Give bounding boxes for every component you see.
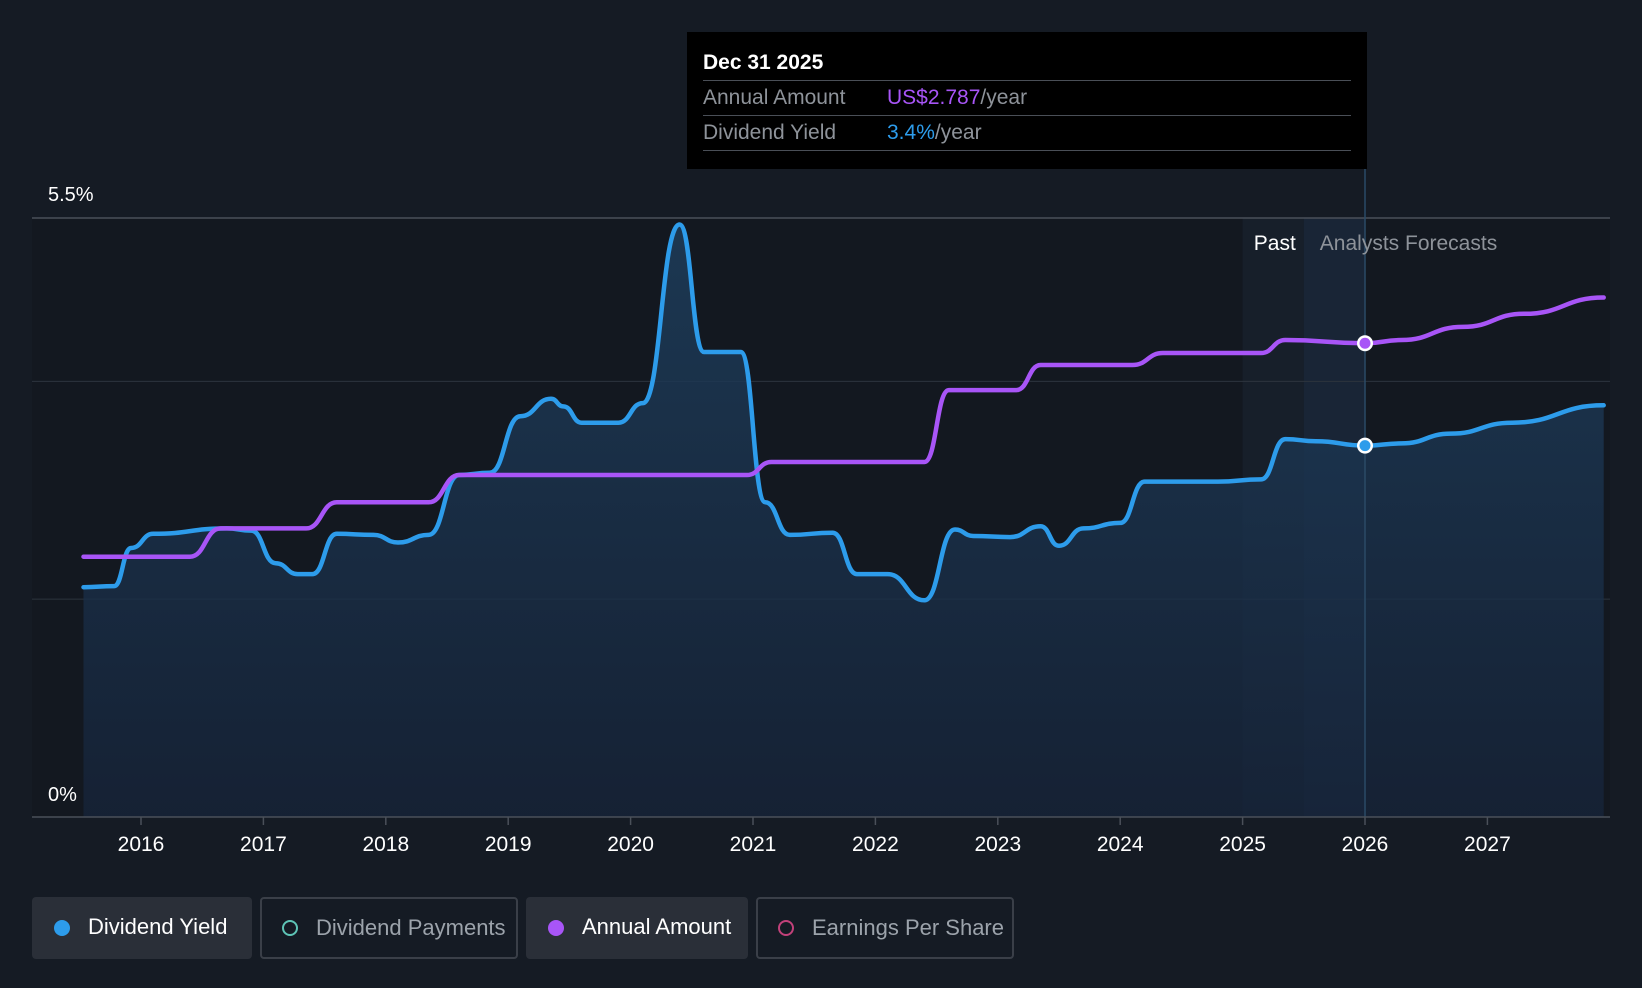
tooltip-annual-value: US$2.787 bbox=[887, 86, 981, 109]
tooltip-date: Dec 31 2025 bbox=[703, 51, 824, 74]
x-tick-label: 2017 bbox=[240, 833, 287, 856]
x-tick-label: 2016 bbox=[118, 833, 165, 856]
tooltip-yield-unit: /year bbox=[934, 121, 982, 144]
earnings-per-share-ring-icon bbox=[778, 920, 794, 936]
x-tick-label: 2020 bbox=[607, 833, 654, 856]
legend-dividend-payments-button[interactable]: Dividend Payments bbox=[260, 897, 518, 959]
x-tick-label: 2021 bbox=[730, 833, 777, 856]
x-tick-label: 2018 bbox=[362, 833, 409, 856]
past-label: Past bbox=[1254, 232, 1296, 255]
legend-dividend-yield-label: Dividend Yield bbox=[88, 914, 228, 939]
x-tick-label: 2019 bbox=[485, 833, 532, 856]
y-bottom-label: 0% bbox=[48, 784, 77, 806]
x-tick-label: 2022 bbox=[852, 833, 899, 856]
dividend-payments-ring-icon bbox=[282, 920, 298, 936]
tooltip-annual-label: Annual Amount bbox=[703, 86, 846, 109]
legend-dividend-payments-label: Dividend Payments bbox=[316, 915, 506, 940]
y-top-label: 5.5% bbox=[48, 184, 94, 206]
tooltip-yield-label: Dividend Yield bbox=[703, 121, 837, 144]
series-line-dividend-yield bbox=[81, 222, 1606, 603]
chart-tooltip: Dec 31 2025 Annual Amount US$2.787/year … bbox=[687, 32, 1367, 169]
x-tick-label: 2024 bbox=[1097, 833, 1144, 856]
forecast-label: Analysts Forecasts bbox=[1320, 232, 1497, 255]
legend-dividend-yield-button[interactable]: Dividend Yield bbox=[32, 897, 252, 959]
annual-amount-dot-icon bbox=[548, 920, 564, 936]
x-tick-label: 2023 bbox=[974, 833, 1021, 856]
tooltip-yield-value-group: 3.4%/year bbox=[887, 116, 982, 150]
x-tick-label: 2025 bbox=[1219, 833, 1266, 856]
legend-earnings-per-share-button[interactable]: Earnings Per Share bbox=[756, 897, 1014, 959]
tooltip-annual-row: Annual Amount US$2.787/year bbox=[703, 80, 1351, 115]
tooltip-yield-value: 3.4% bbox=[887, 121, 935, 144]
cursor-marker-annual-amount bbox=[1359, 337, 1371, 349]
tooltip-annual-unit: /year bbox=[980, 86, 1028, 109]
tooltip-yield-row: Dividend Yield 3.4%/year bbox=[703, 115, 1351, 151]
x-tick-label: 2026 bbox=[1342, 833, 1389, 856]
legend-annual-amount-button[interactable]: Annual Amount bbox=[526, 897, 748, 959]
x-tick-label: 2027 bbox=[1464, 833, 1511, 856]
cursor-marker-dividend-yield bbox=[1359, 440, 1371, 452]
series-area-0 bbox=[83, 224, 1604, 817]
tooltip-annual-value-group: US$2.787/year bbox=[887, 81, 1027, 115]
legend-annual-amount-label: Annual Amount bbox=[582, 914, 732, 939]
legend-earnings-per-share-label: Earnings Per Share bbox=[812, 915, 1004, 940]
dividend-yield-dot-icon bbox=[54, 920, 70, 936]
